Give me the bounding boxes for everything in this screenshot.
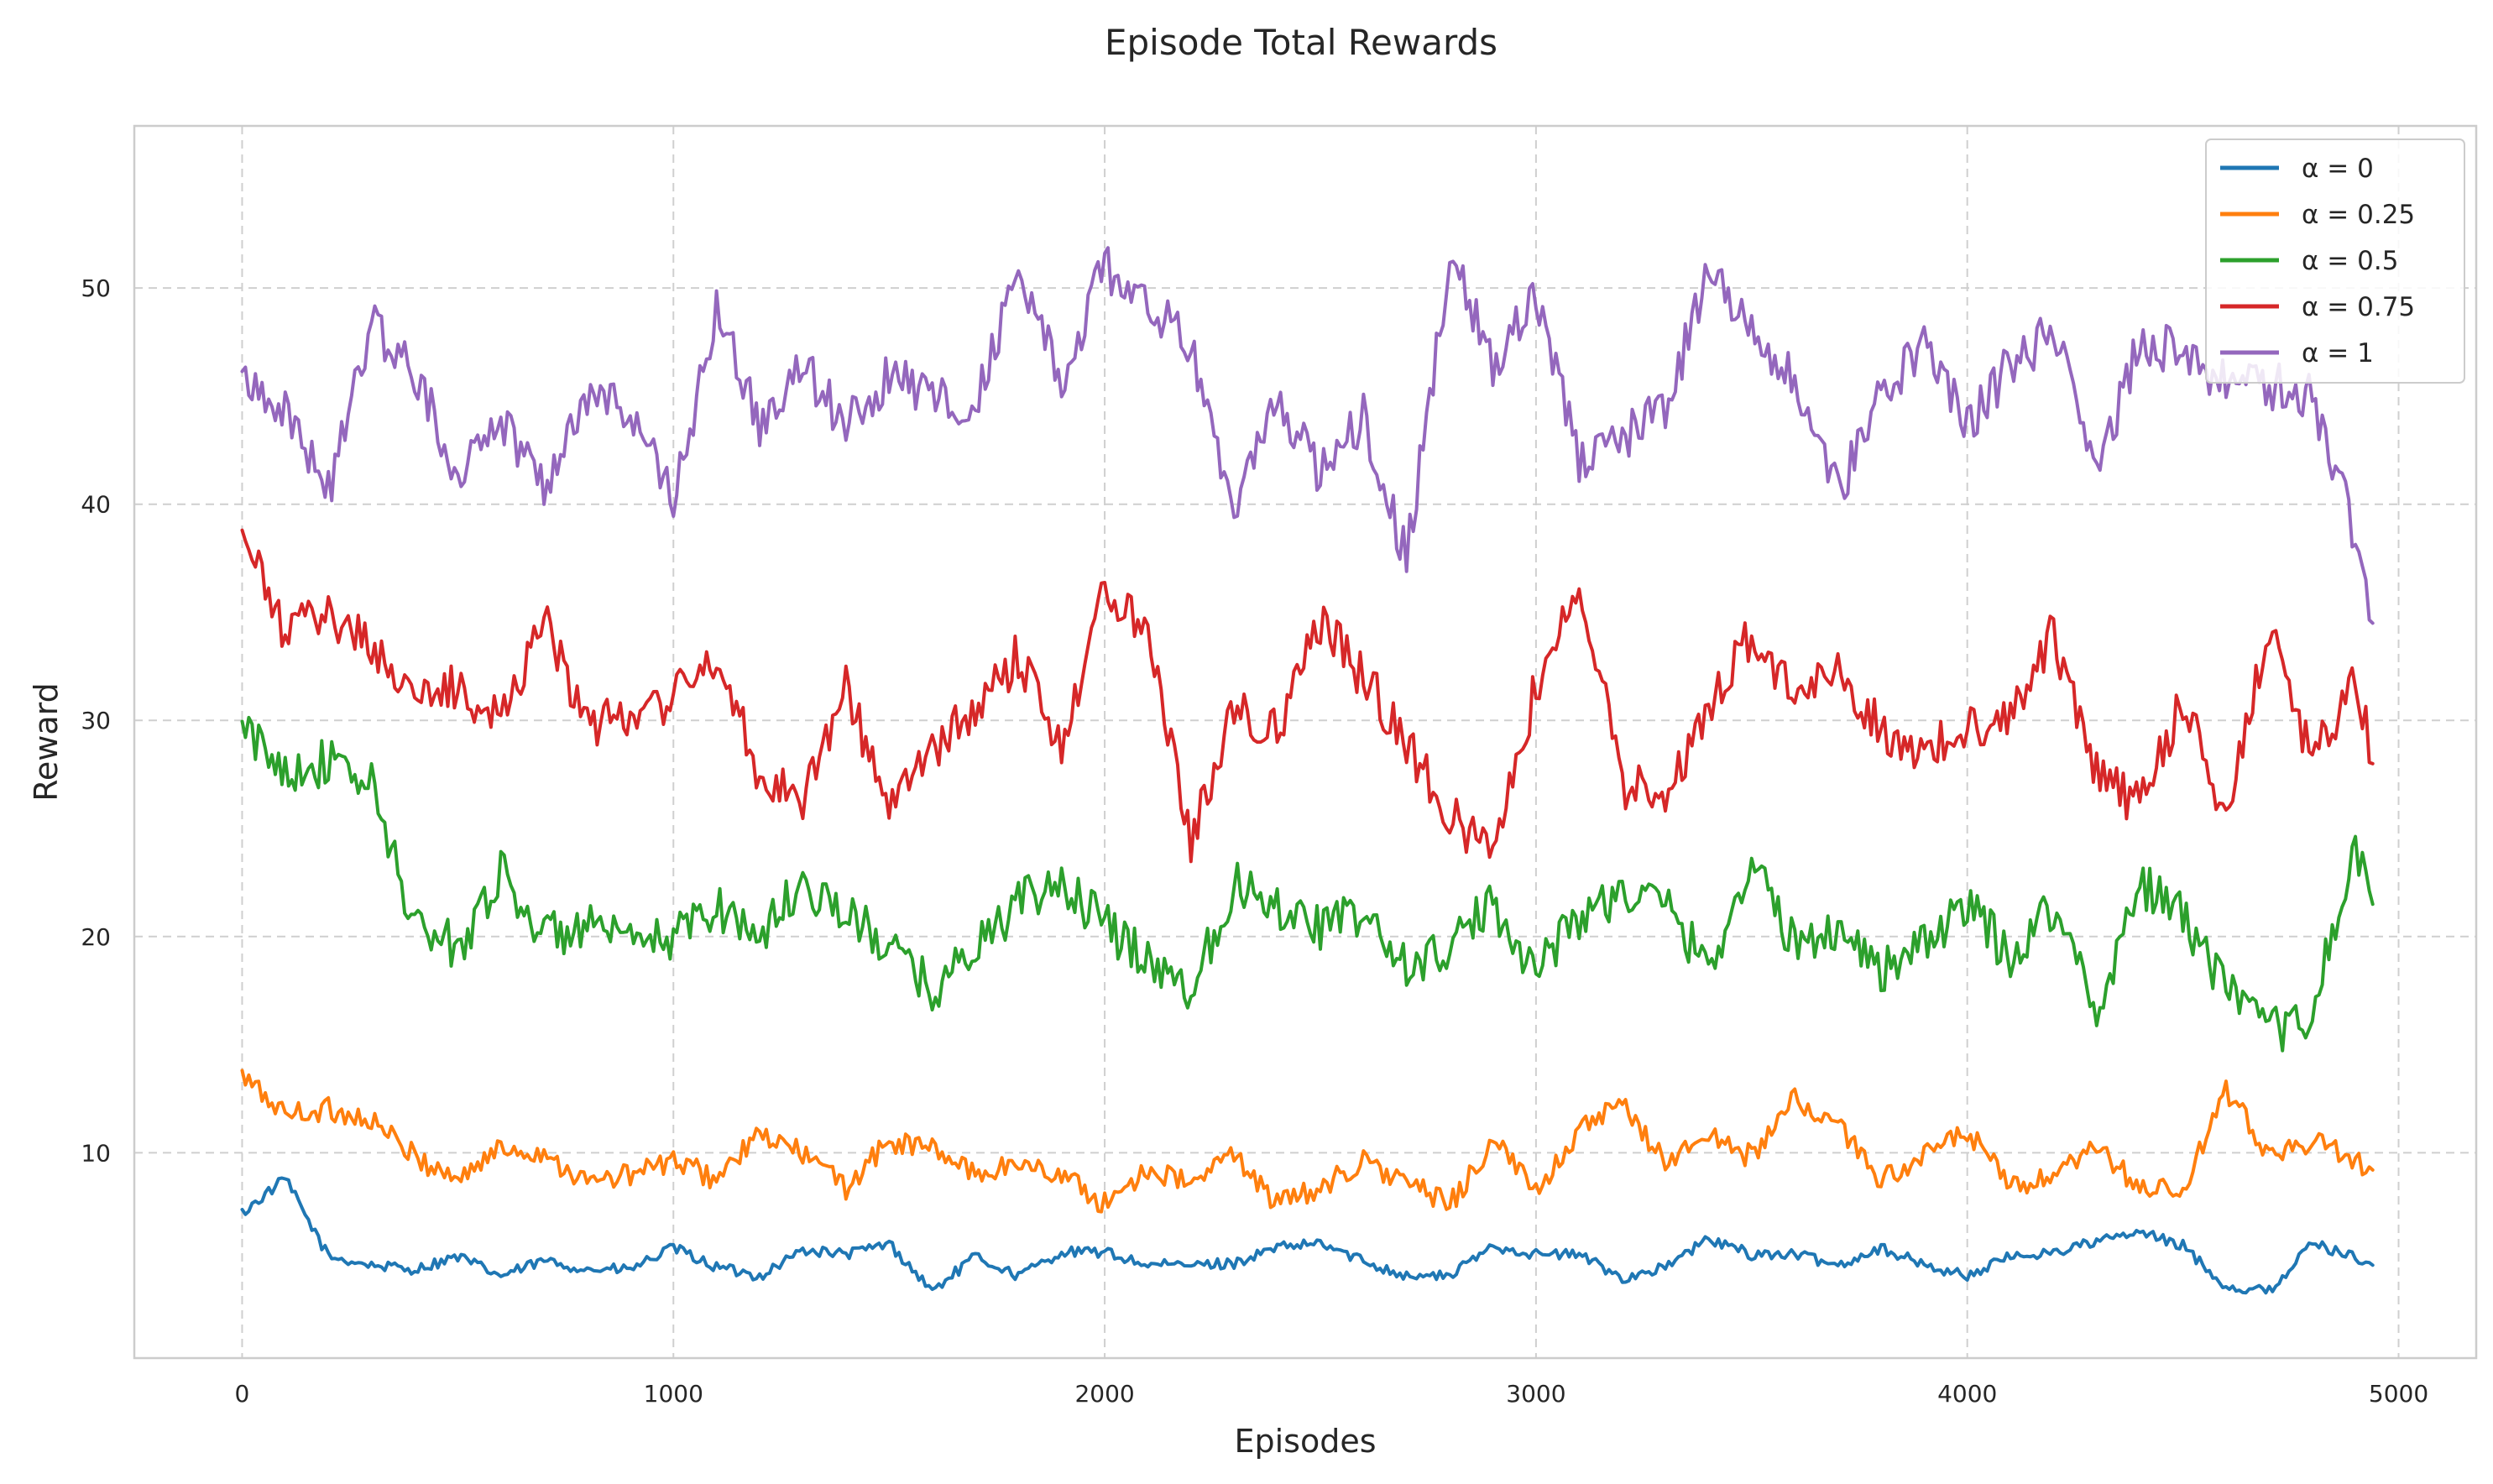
x-tick-label: 4000 bbox=[1937, 1380, 1997, 1408]
series-line-2 bbox=[240, 715, 2375, 1053]
y-tick-label: 10 bbox=[81, 1139, 111, 1167]
y-tick-label: 50 bbox=[81, 274, 111, 302]
x-tick-label: 0 bbox=[235, 1380, 250, 1408]
legend-entry-label: α = 0.75 bbox=[2302, 292, 2415, 322]
legend-entry-label: α = 0 bbox=[2302, 154, 2374, 184]
y-tick-label: 20 bbox=[81, 923, 111, 951]
grid-layer bbox=[134, 126, 2476, 1358]
x-tick-label: 2000 bbox=[1074, 1380, 1134, 1408]
legend-entry-label: α = 1 bbox=[2302, 338, 2374, 368]
x-tick-label: 3000 bbox=[1506, 1380, 1565, 1408]
x-tick-label: 1000 bbox=[644, 1380, 703, 1408]
x-tick-label: 5000 bbox=[2369, 1380, 2428, 1408]
plot-frame bbox=[133, 124, 2478, 1360]
x-axis-label: Episodes bbox=[1234, 1423, 1376, 1460]
series-line-1 bbox=[240, 1069, 2375, 1214]
chart-title: Episode Total Rewards bbox=[1105, 22, 1497, 63]
y-tick-label: 40 bbox=[81, 491, 111, 519]
series-line-3 bbox=[240, 528, 2375, 864]
series-line-4 bbox=[240, 246, 2375, 625]
y-tick-label: 30 bbox=[81, 707, 111, 734]
y-axis-label: Reward bbox=[28, 682, 65, 802]
legend: α = 0 α = 0.25 α = 0.5 α = 0.75 α = 1 bbox=[2205, 138, 2465, 384]
legend-entry-label: α = 0.25 bbox=[2302, 200, 2415, 230]
tick-layer: 0 1000 2000 3000 4000 5000 10 20 30 40 50 bbox=[81, 274, 2428, 1408]
series-line-0 bbox=[240, 1176, 2375, 1295]
legend-box bbox=[2205, 138, 2465, 384]
series-layer bbox=[240, 246, 2375, 1295]
legend-entry-label: α = 0.5 bbox=[2302, 246, 2398, 276]
